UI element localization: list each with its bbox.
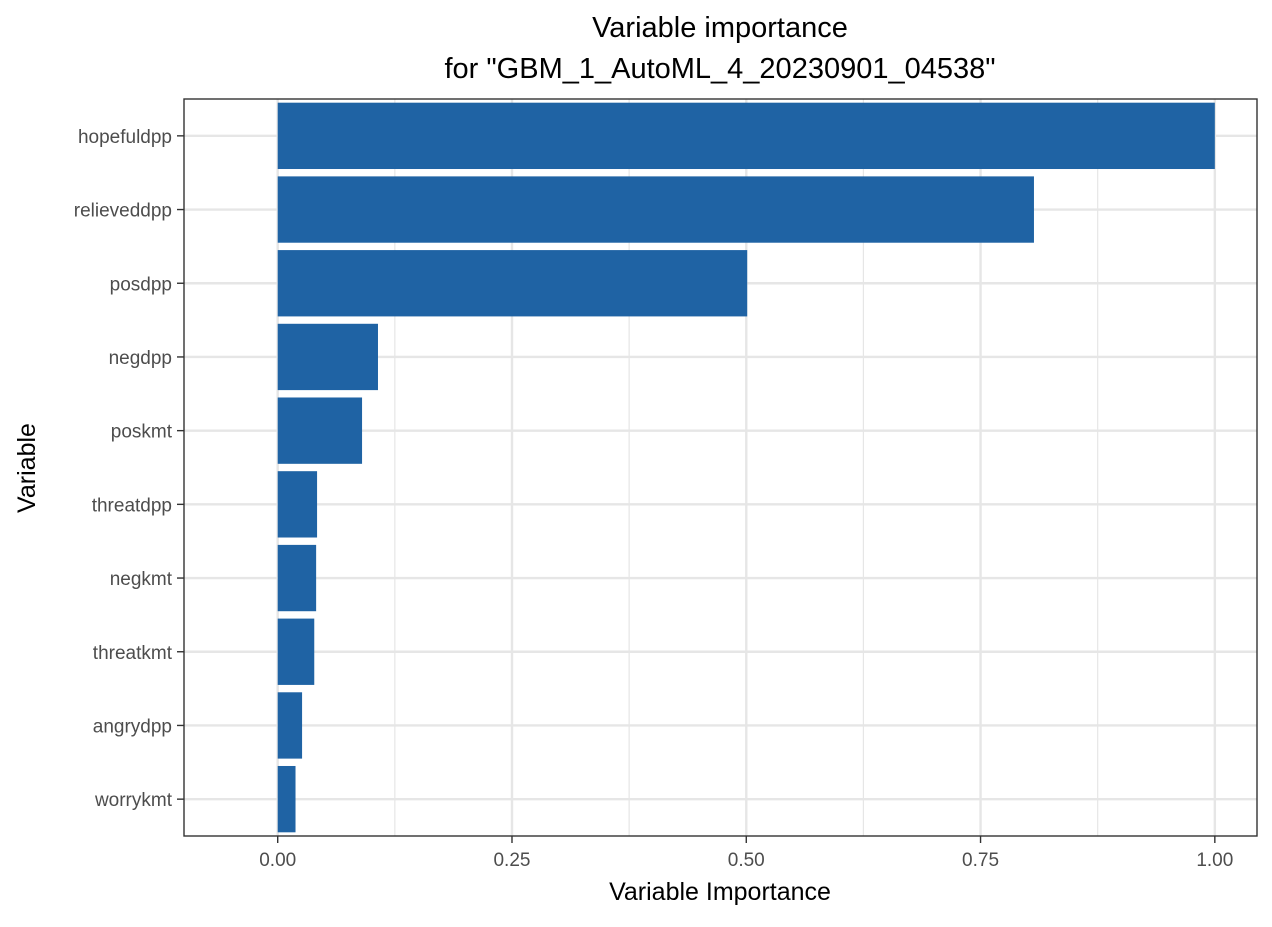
- y-tick-label-worrykmt: worrykmt: [94, 790, 173, 811]
- bar-poskmt: [277, 397, 363, 464]
- x-axis-title: Variable Importance: [609, 878, 831, 906]
- x-tick-label: 1.00: [1196, 850, 1233, 871]
- chart-title: Variable importance for "GBM_1_AutoML_4_…: [444, 12, 995, 85]
- x-tick-label: 0.00: [259, 850, 296, 871]
- x-axis: 0.00 0.25 0.50 0.75 1.00: [259, 836, 1233, 871]
- y-tick-label-threatkmt: threatkmt: [93, 643, 173, 664]
- y-tick-label-negkmt: negkmt: [110, 569, 173, 590]
- y-tick-label-hopefuldpp: hopefuldpp: [78, 127, 172, 148]
- y-tick-label-poskmt: poskmt: [111, 422, 173, 443]
- chart-title-line-1: Variable importance: [592, 12, 848, 44]
- x-tick-label: 0.75: [962, 850, 999, 871]
- bar-worrykmt: [277, 765, 296, 833]
- bar-negkmt: [277, 544, 317, 612]
- y-tick-label-relieveddpp: relieveddpp: [74, 201, 172, 222]
- y-tick-label-threatdpp: threatdpp: [92, 495, 172, 516]
- y-tick-label-negdpp: negdpp: [109, 348, 172, 369]
- bars: [277, 102, 1215, 833]
- x-tick-label: 0.50: [728, 850, 765, 871]
- bar-angrydpp: [277, 692, 303, 759]
- x-tick-label: 0.25: [493, 850, 530, 871]
- bar-negdpp: [277, 323, 378, 391]
- panel-border: [183, 98, 1258, 837]
- y-axis: hopefuldpp relieveddpp posdpp negdpp poskmt t…: [74, 127, 184, 811]
- chart-title-line-2: for "GBM_1_AutoML_4_20230901_04538": [444, 53, 995, 85]
- bar-relieveddpp: [277, 176, 1034, 243]
- bar-threatkmt: [277, 618, 315, 685]
- y-tick-label-posdpp: posdpp: [110, 274, 172, 295]
- bar-posdpp: [277, 250, 748, 317]
- bar-hopefuldpp: [277, 102, 1215, 170]
- y-axis-title: Variable: [13, 423, 41, 513]
- bar-threatdpp: [277, 471, 318, 538]
- y-tick-label-angrydpp: angrydpp: [93, 716, 172, 737]
